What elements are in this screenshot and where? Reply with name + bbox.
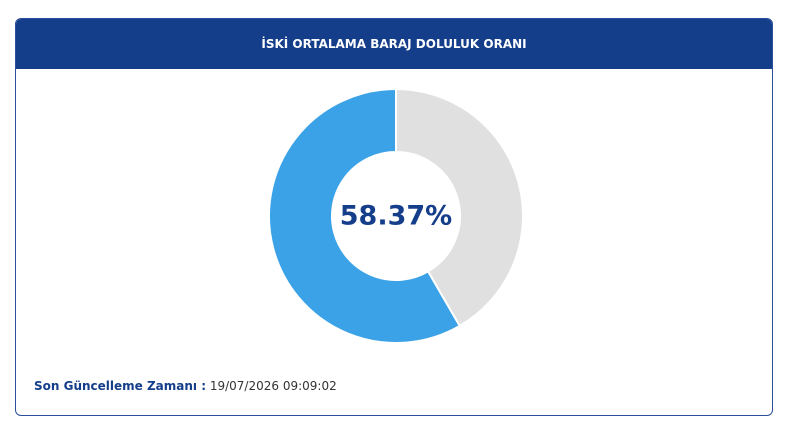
update-time: 19/07/2026 09:09:02 <box>209 379 337 393</box>
card-header: İSKİ ORTALAMA BARAJ DOLULUK ORANI <box>16 19 772 69</box>
card: İSKİ ORTALAMA BARAJ DOLULUK ORANI 58.37%… <box>15 18 773 416</box>
chart-title: İSKİ ORTALAMA BARAJ DOLULUK ORANI <box>261 37 527 51</box>
center-label: 58.37% <box>340 201 452 232</box>
donut-segment <box>395 87 524 328</box>
donut-segment <box>268 87 462 344</box>
update-info: Son Güncelleme Zamanı : 19/07/2026 09:09… <box>34 379 337 393</box>
update-label: Son Güncelleme Zamanı : <box>34 379 207 393</box>
chart: 58.37% <box>268 87 524 344</box>
